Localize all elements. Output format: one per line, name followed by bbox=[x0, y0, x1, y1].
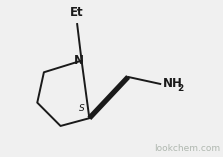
Text: NH: NH bbox=[163, 77, 182, 90]
Text: N: N bbox=[74, 54, 84, 67]
Text: 2: 2 bbox=[177, 84, 183, 93]
Text: Et: Et bbox=[70, 6, 84, 19]
Text: lookchem.com: lookchem.com bbox=[154, 144, 220, 153]
Text: S: S bbox=[79, 104, 85, 113]
